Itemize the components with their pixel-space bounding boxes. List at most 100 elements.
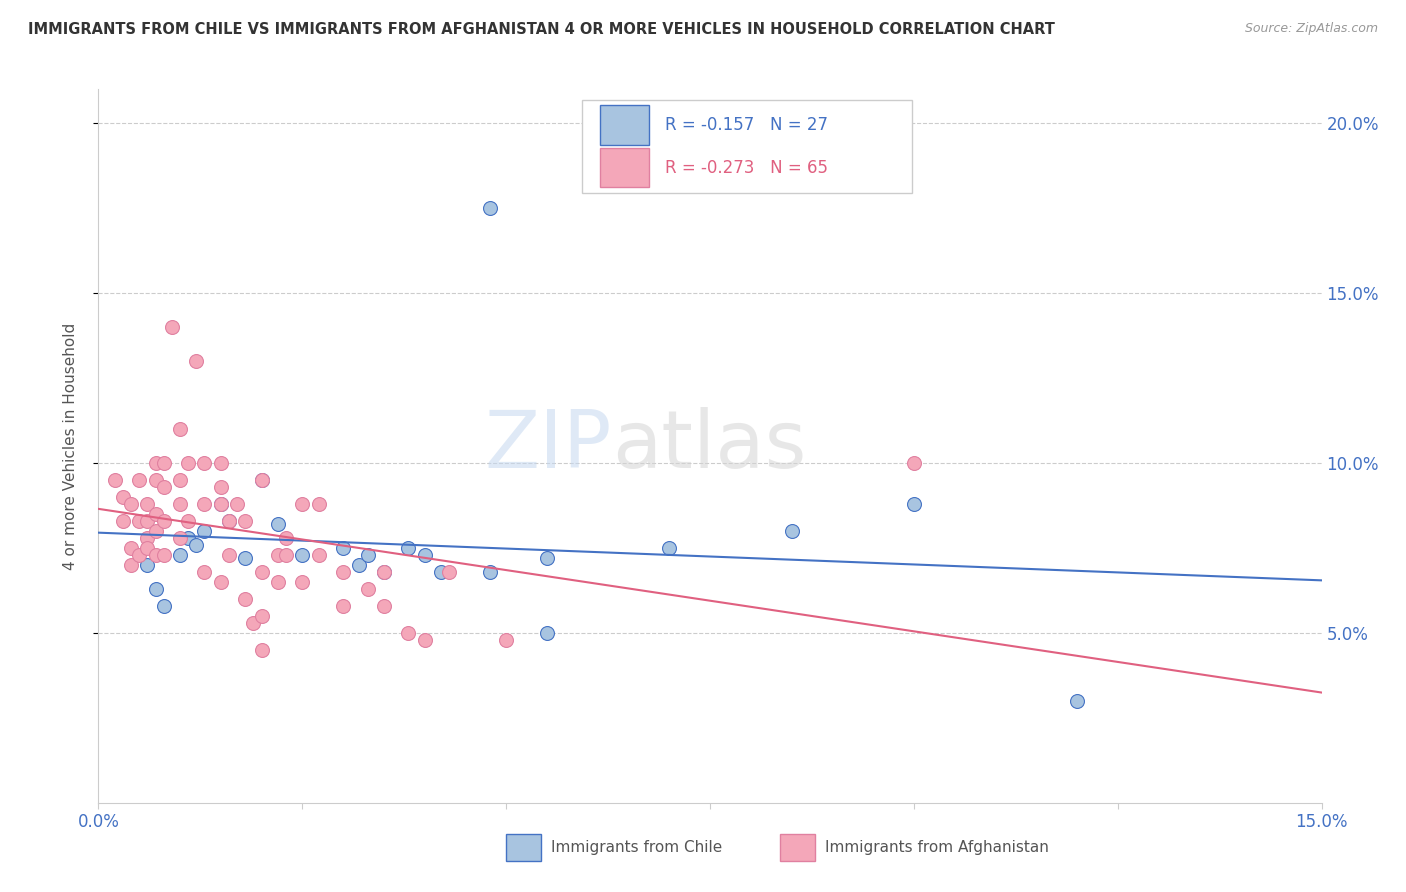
Point [177,456,200,470]
Point [218,514,240,528]
Text: Immigrants from Chile: Immigrants from Chile [551,840,723,855]
Point [242,615,264,630]
Point [308,497,330,511]
Point [250,473,273,487]
Point [332,599,354,613]
Point [413,632,436,647]
Point [250,565,273,579]
Point [145,548,167,562]
Point [136,558,159,572]
Point [267,574,290,589]
Point [186,354,208,368]
Point [136,497,159,511]
Point [250,608,273,623]
Point [413,548,436,562]
Point [291,574,314,589]
Point [274,531,297,545]
Point [136,514,159,528]
Point [152,548,174,562]
Point [373,565,395,579]
Text: Source: ZipAtlas.com: Source: ZipAtlas.com [1244,22,1378,36]
Point [193,497,215,511]
Point [903,456,925,470]
Point [136,531,159,545]
Point [430,565,453,579]
Point [177,531,200,545]
Point [152,514,174,528]
Point [437,565,460,579]
FancyBboxPatch shape [600,105,650,145]
Point [120,541,142,555]
Point [291,548,314,562]
Point [233,514,256,528]
Text: IMMIGRANTS FROM CHILE VS IMMIGRANTS FROM AFGHANISTAN 4 OR MORE VEHICLES IN HOUSE: IMMIGRANTS FROM CHILE VS IMMIGRANTS FROM… [28,22,1054,37]
Point [128,548,150,562]
Point [209,574,232,589]
Point [145,473,167,487]
Point [160,320,183,334]
Point [128,473,150,487]
Point [169,422,191,436]
Text: Immigrants from Afghanistan: Immigrants from Afghanistan [825,840,1049,855]
Point [536,551,558,566]
Point [233,591,256,606]
Point [373,599,395,613]
Point [209,456,232,470]
Point [267,548,290,562]
Point [373,565,395,579]
Point [209,497,232,511]
Point [120,558,142,572]
Point [356,582,378,596]
FancyBboxPatch shape [582,100,912,193]
Point [218,548,240,562]
Point [267,517,290,532]
Point [903,497,925,511]
Point [111,514,134,528]
Point [349,558,371,572]
Point [218,514,240,528]
Y-axis label: 4 or more Vehicles in Household: 4 or more Vehicles in Household [63,322,77,570]
Point [169,531,191,545]
Point [308,548,330,562]
Point [1066,694,1088,708]
Text: atlas: atlas [612,407,807,485]
Point [780,524,803,538]
Point [136,541,159,555]
Point [193,524,215,538]
Point [356,548,378,562]
Point [145,507,167,521]
Point [145,524,167,538]
Point [152,480,174,494]
Point [226,497,249,511]
Point [250,473,273,487]
Point [128,514,150,528]
Point [478,201,501,215]
Point [169,548,191,562]
Point [169,473,191,487]
Point [332,541,354,555]
Point [396,626,419,640]
Point [209,497,232,511]
Point [104,473,127,487]
Text: ZIP: ZIP [485,407,612,485]
Point [250,643,273,657]
Point [209,480,232,494]
Point [233,551,256,566]
Point [186,537,208,551]
Point [396,541,419,555]
Point [145,456,167,470]
Point [193,456,215,470]
Point [658,541,681,555]
Text: R = -0.157   N = 27: R = -0.157 N = 27 [665,116,828,134]
FancyBboxPatch shape [600,148,650,187]
Point [291,497,314,511]
Point [193,565,215,579]
Point [152,456,174,470]
Point [332,565,354,579]
Text: R = -0.273   N = 65: R = -0.273 N = 65 [665,159,828,177]
Point [120,497,142,511]
Point [111,490,134,504]
Point [495,632,517,647]
Point [169,497,191,511]
Point [274,548,297,562]
